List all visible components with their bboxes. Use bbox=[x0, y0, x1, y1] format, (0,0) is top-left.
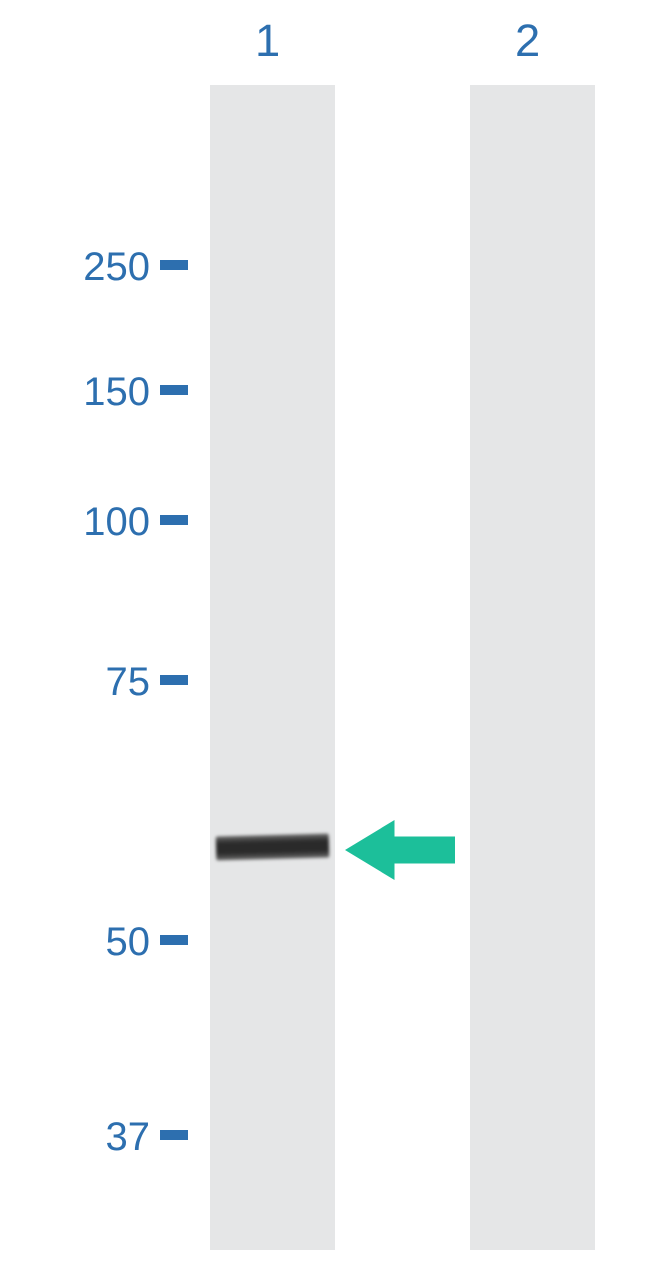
mw-marker-tick bbox=[160, 1130, 188, 1140]
mw-marker-tick bbox=[160, 385, 188, 395]
mw-marker-tick bbox=[160, 675, 188, 685]
band-indicator-arrow-icon bbox=[345, 820, 455, 880]
mw-marker-label: 250 bbox=[83, 245, 150, 290]
mw-marker-label: 100 bbox=[83, 500, 150, 545]
mw-marker-tick bbox=[160, 935, 188, 945]
lane-1 bbox=[210, 85, 335, 1250]
blot-figure: 1 2 250 150 100 75 50 37 bbox=[0, 0, 650, 1270]
lane-2 bbox=[470, 85, 595, 1250]
mw-marker-label: 37 bbox=[106, 1115, 151, 1160]
protein-band bbox=[216, 834, 330, 861]
mw-marker-tick bbox=[160, 260, 188, 270]
mw-marker-label: 50 bbox=[106, 920, 151, 965]
mw-marker-tick bbox=[160, 515, 188, 525]
lane-header-1: 1 bbox=[255, 15, 280, 67]
lane-header-2: 2 bbox=[515, 15, 540, 67]
mw-marker-label: 150 bbox=[83, 370, 150, 415]
mw-marker-label: 75 bbox=[106, 660, 151, 705]
